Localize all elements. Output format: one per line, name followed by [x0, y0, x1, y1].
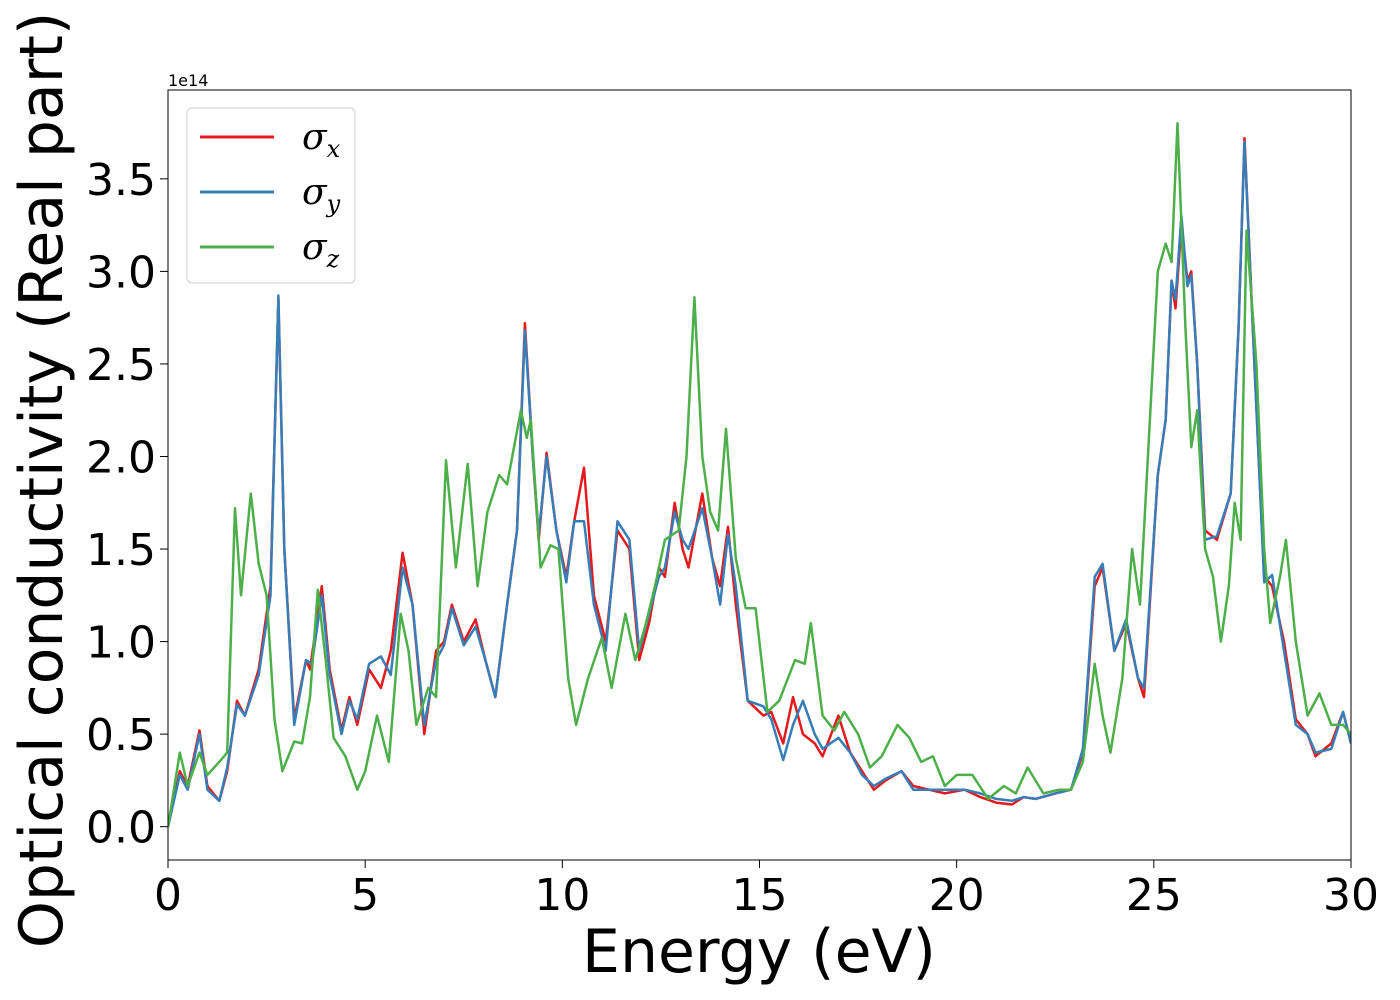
plot-area — [167, 89, 1352, 861]
x-axis-title: Energy (eV) — [582, 917, 936, 987]
x-axis: 0 5 10 15 20 25 30 — [154, 860, 1379, 921]
y-tick-label: 1.0 — [86, 618, 156, 669]
x-tick-label: 20 — [929, 870, 985, 921]
series-line-sigma-x — [168, 136, 1351, 827]
x-tick-label: 25 — [1126, 870, 1182, 921]
series-line-sigma-z — [168, 122, 1351, 827]
x-tick-label: 15 — [732, 870, 788, 921]
series-line-sigma-y — [168, 140, 1351, 827]
x-tick-label: 10 — [534, 870, 590, 921]
y-tick-label: 2.5 — [86, 340, 156, 391]
legend-box — [186, 107, 356, 284]
y-axis-offset-label: 1e14 — [168, 71, 208, 90]
y-tick-label: 1.5 — [86, 525, 156, 576]
y-tick-label: 0.5 — [86, 710, 156, 761]
x-tick-label: 5 — [351, 870, 379, 921]
x-tick-label: 0 — [154, 870, 182, 921]
y-tick-label: 3.0 — [86, 247, 156, 298]
series-group — [168, 122, 1351, 827]
x-tick-label: 30 — [1323, 870, 1379, 921]
y-tick-label: 0.0 — [86, 803, 156, 854]
y-tick-label: 3.5 — [86, 155, 156, 206]
y-tick-label: 2.0 — [86, 432, 156, 483]
y-axis: 0.0 0.5 1.0 1.5 2.0 2.5 3.0 3.5 — [86, 155, 168, 854]
y-axis-title: Optical conductivity (Real part) — [7, 12, 77, 949]
